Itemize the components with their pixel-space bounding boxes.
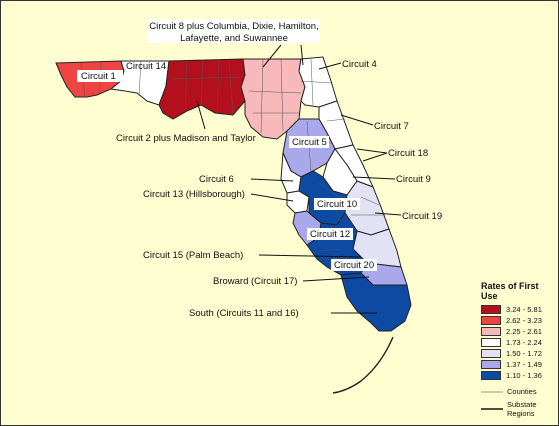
legend-class-1: 2.62 - 3.23 bbox=[481, 315, 557, 326]
legend-swatch bbox=[481, 327, 501, 336]
legend-class-6: 1.10 - 1.36 bbox=[481, 370, 557, 381]
legend-class-4: 1.50 - 1.72 bbox=[481, 348, 557, 359]
label-circuit-6: Circuit 6 bbox=[199, 174, 234, 185]
legend-range: 2.62 - 3.23 bbox=[506, 316, 542, 325]
label-circuit-13: Circuit 13 (Hillsborough) bbox=[143, 189, 245, 200]
legend-substate-line2: Regions bbox=[507, 409, 535, 418]
legend-swatch bbox=[481, 349, 501, 358]
legend-substate-line1: Substate bbox=[507, 400, 537, 409]
legend-class-0: 3.24 - 5.81 bbox=[481, 304, 557, 315]
legend-classes: 3.24 - 5.81 2.62 - 3.23 2.25 - 2.61 1.73 - … bbox=[481, 304, 557, 381]
substate-line-sample bbox=[481, 408, 503, 410]
legend-range: 1.73 - 2.24 bbox=[506, 338, 542, 347]
counties-line-sample bbox=[481, 391, 503, 392]
label-circuit-8-line1: Circuit 8 plus Columbia, Dixie, Hamilton… bbox=[149, 21, 318, 32]
label-circuit-5: Circuit 5 bbox=[292, 137, 327, 148]
legend-title-line1: Rates of First bbox=[481, 281, 539, 291]
legend-counties: Counties bbox=[481, 387, 557, 396]
label-circuit-7: Circuit 7 bbox=[374, 121, 409, 132]
label-circuit-20: Circuit 20 bbox=[334, 260, 374, 271]
legend-class-2: 2.25 - 2.61 bbox=[481, 326, 557, 337]
label-circuit-10: Circuit 10 bbox=[317, 199, 357, 210]
legend-title-line2: Use bbox=[481, 291, 498, 301]
legend-swatch bbox=[481, 316, 501, 325]
county-lines bbox=[80, 58, 385, 260]
legend-range: 1.10 - 1.36 bbox=[506, 371, 542, 380]
label-circuit-19: Circuit 19 bbox=[402, 211, 442, 222]
legend: Rates of First Use 3.24 - 5.81 2.62 - 3.2… bbox=[481, 281, 557, 418]
label-circuit-14: Circuit 14 bbox=[126, 61, 166, 72]
legend-swatch bbox=[481, 305, 501, 314]
label-south: South (Circuits 11 and 16) bbox=[189, 308, 299, 319]
legend-title: Rates of First Use bbox=[481, 281, 557, 301]
label-circuit-9: Circuit 9 bbox=[396, 174, 431, 185]
legend-substate: Substate Regions bbox=[481, 400, 557, 418]
leader-lines bbox=[196, 44, 402, 314]
legend-counties-label: Counties bbox=[507, 387, 537, 396]
label-circuit-18: Circuit 18 bbox=[388, 148, 428, 159]
label-circuit-2: Circuit 2 plus Madison and Taylor bbox=[116, 133, 256, 144]
label-broward: Broward (Circuit 17) bbox=[213, 276, 297, 287]
legend-range: 2.25 - 2.61 bbox=[506, 327, 542, 336]
label-circuit-15: Circuit 15 (Palm Beach) bbox=[143, 250, 243, 261]
label-circuit-4: Circuit 4 bbox=[342, 59, 377, 70]
florida-keys bbox=[332, 336, 394, 394]
label-circuit-8-line2: Lafayette, and Suwannee bbox=[180, 33, 288, 44]
legend-range: 3.24 - 5.81 bbox=[506, 305, 542, 314]
region-circuit-2 bbox=[158, 58, 246, 120]
region-south bbox=[340, 272, 412, 332]
legend-swatch bbox=[481, 371, 501, 380]
label-backgrounds bbox=[77, 19, 377, 271]
legend-substate-label: Substate Regions bbox=[507, 400, 537, 418]
legend-swatch bbox=[481, 360, 501, 369]
legend-class-5: 1.37 - 1.49 bbox=[481, 359, 557, 370]
legend-swatch bbox=[481, 338, 501, 347]
label-circuit-1: Circuit 1 bbox=[81, 71, 116, 82]
label-circuit-12: Circuit 12 bbox=[310, 229, 350, 240]
legend-class-3: 1.73 - 2.24 bbox=[481, 337, 557, 348]
legend-range: 1.37 - 1.49 bbox=[506, 360, 542, 369]
legend-range: 1.50 - 1.72 bbox=[506, 349, 542, 358]
